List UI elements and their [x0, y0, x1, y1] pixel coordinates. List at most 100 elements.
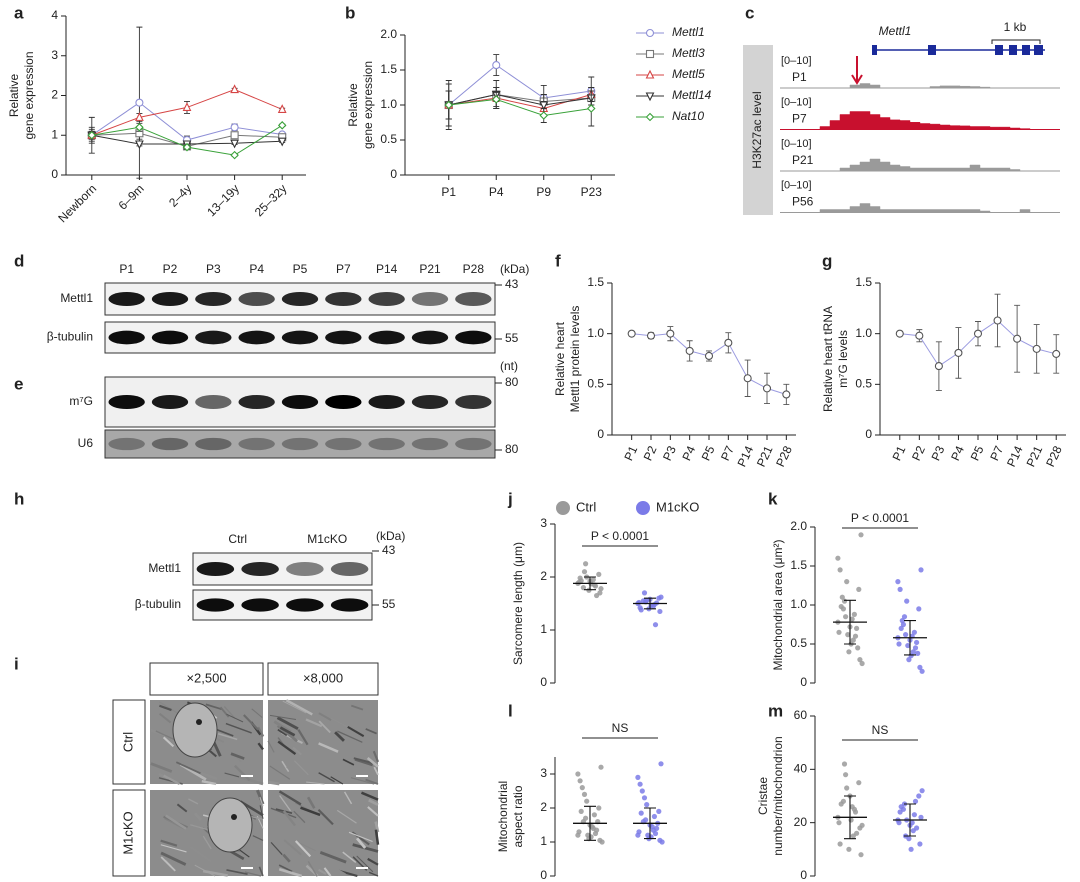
micrograph — [268, 700, 378, 784]
band — [368, 330, 405, 345]
panel-letter: m — [768, 701, 783, 720]
row-label: β-tubulin — [47, 330, 93, 344]
x-tick-label: P4 — [679, 443, 698, 463]
band — [325, 330, 362, 345]
x-tick-label: P3 — [660, 443, 679, 463]
band — [151, 395, 189, 409]
y-tick-label: 1.5 — [587, 275, 604, 289]
data-point — [914, 639, 920, 646]
data-point — [857, 657, 863, 663]
data-point — [837, 567, 843, 573]
texture — [285, 699, 313, 716]
series-line — [631, 333, 787, 395]
data-point — [836, 820, 842, 826]
data-point — [856, 586, 862, 593]
data-point — [644, 597, 650, 603]
magnification: ×8,000 — [303, 670, 343, 685]
marker — [586, 104, 596, 113]
blot-units: (nt) — [500, 359, 518, 373]
track-label: P1 — [792, 70, 807, 84]
band — [238, 437, 275, 451]
panel-letter: i — [14, 654, 19, 673]
data-point — [899, 618, 905, 624]
texture — [318, 712, 332, 721]
band — [368, 292, 405, 306]
data-point — [917, 841, 923, 847]
y-tick-label: 60 — [794, 708, 808, 722]
y-tick-label: 1.0 — [380, 97, 397, 111]
texture — [330, 776, 344, 785]
texture — [193, 812, 203, 821]
x-tick-label: P3 — [929, 443, 948, 463]
marker — [645, 28, 655, 38]
texture — [318, 742, 339, 753]
data-point — [599, 839, 605, 845]
sd-bar — [844, 599, 856, 645]
texture — [286, 765, 305, 777]
data-point — [841, 761, 848, 767]
size-marker: 80 — [505, 442, 519, 456]
track-label: P56 — [792, 195, 814, 209]
band — [411, 437, 449, 451]
texture — [268, 780, 280, 786]
texture — [162, 736, 175, 748]
data-point — [594, 592, 600, 599]
data-point — [919, 788, 925, 794]
texture — [230, 752, 245, 760]
texture — [270, 807, 297, 819]
data-point — [649, 824, 655, 830]
band — [108, 330, 145, 345]
marker — [492, 61, 501, 70]
texture — [163, 774, 181, 786]
marker — [645, 69, 655, 79]
data-point — [838, 801, 844, 807]
y-tick-label: 1 — [51, 127, 58, 141]
y-tick-label: 2.0 — [380, 27, 397, 41]
marker — [230, 84, 239, 94]
x-tick-label: P4 — [948, 443, 967, 463]
data-point — [905, 642, 911, 649]
band — [330, 562, 369, 576]
marker — [135, 123, 144, 132]
y-axis-label: Cristae — [756, 777, 770, 815]
marker — [645, 112, 655, 122]
band — [196, 598, 235, 612]
header-box — [149, 662, 264, 696]
texture — [259, 805, 264, 819]
data-point — [581, 569, 588, 575]
data-point — [652, 622, 659, 628]
y-tick-label: 0.5 — [790, 636, 807, 650]
data-point — [577, 778, 583, 784]
data-point — [918, 814, 924, 820]
y-tick-label: 0 — [800, 675, 807, 689]
texture — [252, 835, 264, 842]
group-label: M1cKO — [120, 811, 135, 854]
y-tick-label: 40 — [794, 762, 808, 776]
y-tick-label: 2 — [51, 88, 58, 102]
x-tick-label: P28 — [773, 443, 795, 469]
sd-bar — [844, 795, 856, 840]
band — [286, 562, 324, 576]
texture — [269, 714, 297, 721]
marker — [230, 139, 239, 149]
x-tick-label: 13–19y — [204, 181, 242, 219]
exon — [1009, 45, 1017, 55]
size-marker: 55 — [382, 597, 396, 611]
texture — [373, 766, 379, 776]
x-tick-label: P21 — [1024, 443, 1046, 469]
data-point — [911, 629, 918, 635]
data-point — [856, 780, 862, 786]
texture — [217, 733, 238, 741]
texture — [300, 806, 321, 817]
panel-letter: f — [555, 251, 561, 270]
texture — [372, 750, 379, 763]
legend-label: Nat10 — [672, 109, 704, 123]
x-tick-label: P4 — [489, 185, 504, 199]
band — [108, 292, 145, 306]
y-tick-label: 0 — [51, 167, 58, 181]
data-point — [657, 608, 663, 615]
marker — [954, 348, 963, 357]
texture — [219, 706, 230, 718]
band — [108, 437, 145, 451]
